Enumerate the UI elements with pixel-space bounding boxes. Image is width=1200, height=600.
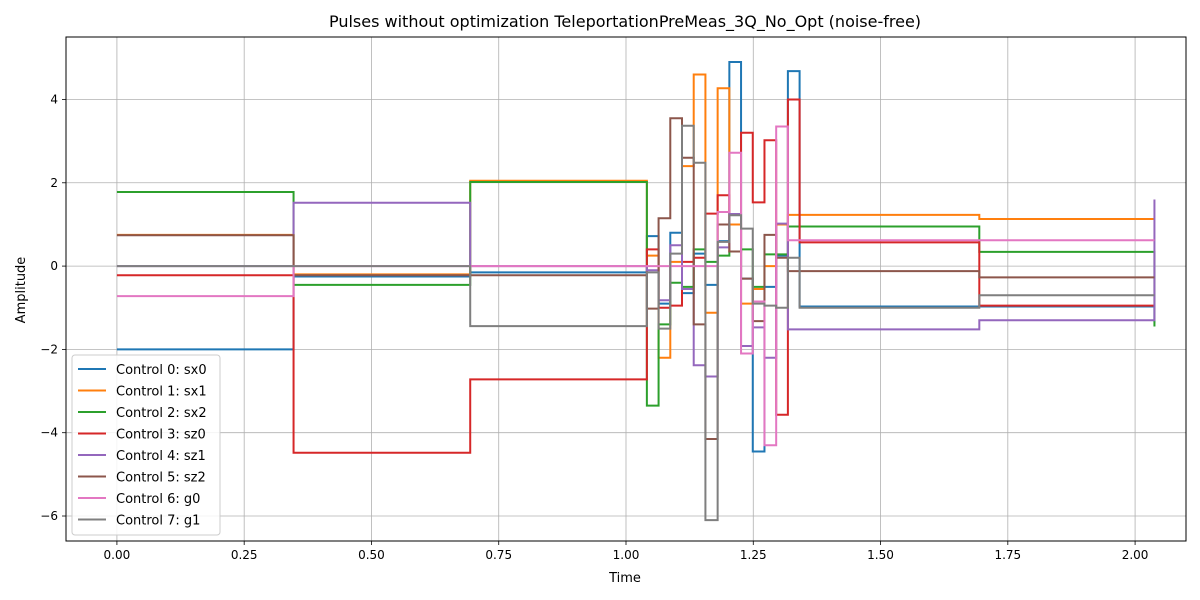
y-tick-label: 2	[50, 176, 58, 190]
x-tick-label: 0.75	[485, 548, 512, 562]
legend-entry-label: Control 1: sx1	[116, 385, 207, 400]
y-axis-label: Amplitude	[14, 257, 29, 324]
x-tick-label: 1.75	[994, 548, 1021, 562]
y-tick-label: −6	[40, 509, 58, 523]
legend-box	[71, 354, 221, 536]
x-axis-label: Time	[608, 571, 641, 586]
y-tick-label: 0	[50, 259, 58, 273]
y-tick-label: 4	[50, 92, 58, 106]
legend-entry-label: Control 3: sz0	[116, 428, 206, 443]
legend-entry-label: Control 6: g0	[116, 492, 200, 507]
legend-entry-label: Control 4: sz1	[116, 449, 206, 464]
y-tick-label: −4	[40, 426, 58, 440]
x-tick-label: 1.25	[740, 548, 767, 562]
legend: Control 0: sx0 Control 1: sx1 Control 2: s…	[71, 354, 221, 536]
x-tick-label: 1.00	[613, 548, 640, 562]
legend-entry-label: Control 0: sx0	[116, 363, 207, 378]
series-line-7	[116, 124, 1155, 522]
x-tick-label: 1.50	[867, 548, 894, 562]
chart-title: Pulses without optimization Teleportatio…	[329, 12, 921, 32]
x-tick-label: 0.00	[104, 548, 131, 562]
legend-entry-label: Control 5: sz2	[116, 471, 206, 486]
series-layer	[116, 60, 1156, 522]
x-tick-label: 0.25	[231, 548, 258, 562]
legend-entry-label: Control 2: sx2	[116, 406, 207, 421]
ticks: 0.00 0.25 0.50 0.75 1.00 1.25 1.50 1.75 2.00 −6 −4…	[40, 92, 1148, 562]
legend-entry-label: Control 7: g1	[116, 514, 200, 529]
x-tick-label: 2.00	[1122, 548, 1149, 562]
series-line-6	[116, 125, 1155, 447]
x-tick-label: 0.50	[358, 548, 385, 562]
y-tick-label: −2	[40, 342, 58, 356]
